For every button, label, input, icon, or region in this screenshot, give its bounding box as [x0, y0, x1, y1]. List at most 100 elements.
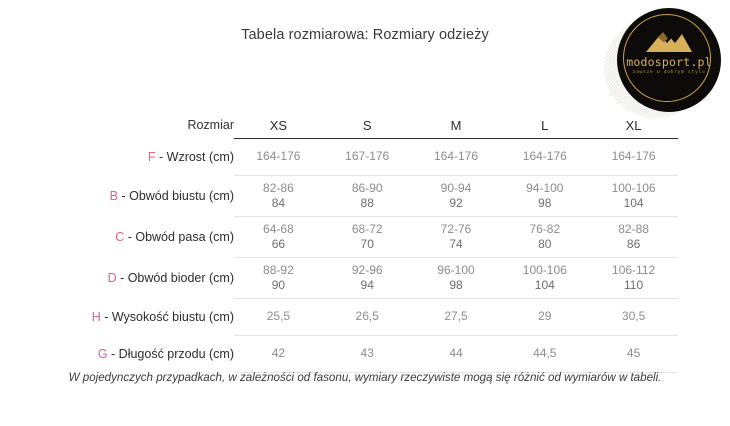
- cell-single: 98: [538, 196, 552, 210]
- table-body: F - Wzrost (cm) 164-176 167-176 164-176 …: [52, 138, 678, 373]
- row-label-text: - Obwód pasa (cm): [124, 230, 234, 244]
- cell-range: 88-92: [263, 262, 294, 277]
- row-label-text: - Obwód bioder (cm): [116, 271, 234, 285]
- logo-tagline: zawsze w dobrym stylu: [632, 70, 706, 75]
- table-row: F - Wzrost (cm) 164-176 167-176 164-176 …: [52, 138, 678, 176]
- cell-range: 106-112: [612, 262, 656, 277]
- cell-obwod-bioder-xs: 88-92 90: [234, 257, 323, 299]
- cell-wysokosc-biustu-xl: 30,5: [589, 298, 678, 336]
- cell-obwod-bioder-m: 96-100 98: [411, 257, 501, 299]
- column-header-l: L: [500, 112, 590, 139]
- column-header-s: S: [322, 112, 412, 139]
- cell-range: 68-72: [351, 221, 383, 236]
- cell-single: 92: [449, 196, 463, 210]
- logo-brand-name: modosport.pl: [626, 55, 712, 69]
- row-label-text: - Wysokość biustu (cm): [100, 310, 234, 324]
- row-key-letter: D: [107, 271, 117, 285]
- column-header-xl: XL: [589, 112, 678, 139]
- row-key-letter: F: [147, 150, 156, 164]
- cell-single: 66: [271, 237, 286, 251]
- row-label-obwod-biustu: B - Obwód biustu (cm): [52, 176, 234, 217]
- cell-single: 94: [360, 278, 374, 292]
- row-label-text: - Obwód biustu (cm): [117, 189, 234, 203]
- table-header-row: Rozmiar XS S M L XL: [52, 112, 678, 139]
- cell-obwod-biustu-m: 90-94 92: [411, 175, 501, 217]
- cell-obwod-pasa-xl: 82-88 86: [589, 216, 678, 258]
- logo-ring: [623, 14, 711, 102]
- cell-wzrost-l: 164-176: [500, 138, 590, 176]
- cell-obwod-biustu-s: 86-90 88: [322, 175, 412, 217]
- cell-range: 90-94: [440, 180, 472, 195]
- cell-range: 100-106: [522, 262, 567, 277]
- row-label-text: - Długość przodu (cm): [107, 347, 234, 361]
- table-row: D - Obwód bioder (cm) 88-92 90 92-96 94 96…: [52, 257, 678, 299]
- disclaimer-note: W pojedynczych przypadkach, w zależności…: [68, 371, 662, 384]
- cell-single: 104: [623, 196, 644, 210]
- table-row: B - Obwód biustu (cm) 82-86 84 86-90 88 90…: [52, 175, 678, 217]
- cell-range: 82-88: [618, 221, 649, 236]
- row-key-letter: G: [97, 347, 108, 361]
- cell-obwod-pasa-s: 68-72 70: [322, 216, 412, 258]
- cell-dlugosc-przodu-xl: 45: [589, 335, 678, 373]
- cell-single: 104: [534, 278, 555, 292]
- mountain-icon: [646, 32, 692, 52]
- cell-dlugosc-przodu-xs: 42: [234, 335, 323, 373]
- size-chart-table: Rozmiar XS S M L XL F - Wzrost (cm) 164-…: [52, 112, 678, 373]
- cell-range: 94-100: [526, 180, 564, 195]
- cell-wysokosc-biustu-l: 29: [500, 298, 590, 336]
- cell-wysokosc-biustu-xs: 25,5: [234, 298, 323, 336]
- cell-wzrost-xl: 164-176: [589, 138, 678, 176]
- row-key-letter: H: [91, 310, 101, 324]
- cell-obwod-pasa-xs: 64-68 66: [234, 216, 323, 258]
- cell-obwod-bioder-s: 92-96 94: [322, 257, 412, 299]
- column-header-m: M: [411, 112, 501, 139]
- cell-single: 86: [626, 237, 641, 251]
- cell-range: 100-106: [611, 180, 656, 195]
- cell-wzrost-m: 164-176: [411, 138, 501, 176]
- cell-range: 86-90: [351, 180, 383, 195]
- cell-wzrost-s: 167-176: [322, 138, 412, 176]
- cell-range: 82-86: [263, 180, 294, 195]
- cell-dlugosc-przodu-l: 44,5: [500, 335, 590, 373]
- cell-obwod-bioder-xl: 106-112 110: [589, 257, 678, 299]
- cell-single: 98: [449, 278, 463, 292]
- brand-logo: modosport.pl zawsze w dobrym stylu: [604, 8, 726, 120]
- cell-obwod-bioder-l: 100-106 104: [500, 257, 590, 299]
- cell-dlugosc-przodu-m: 44: [411, 335, 501, 373]
- row-key-letter: C: [115, 230, 125, 244]
- cell-obwod-pasa-l: 76-82 80: [500, 216, 590, 258]
- row-label-wysokosc-biustu: H - Wysokość biustu (cm): [52, 299, 234, 336]
- cell-obwod-biustu-xs: 82-86 84: [234, 175, 323, 217]
- table-row: C - Obwód pasa (cm) 64-68 66 68-72 70 72-7…: [52, 216, 678, 258]
- cell-wzrost-xs: 164-176: [234, 138, 323, 176]
- cell-range: 64-68: [263, 221, 294, 236]
- cell-obwod-biustu-xl: 100-106 104: [589, 175, 678, 217]
- row-label-dlugosc-przodu: G - Długość przodu (cm): [52, 336, 234, 373]
- cell-single: 84: [271, 196, 286, 210]
- cell-obwod-pasa-m: 72-76 74: [411, 216, 501, 258]
- table-header: Rozmiar XS S M L XL: [52, 112, 678, 139]
- cell-single: 70: [360, 237, 374, 251]
- row-label-obwod-bioder: D - Obwód bioder (cm): [52, 258, 234, 299]
- cell-wysokosc-biustu-m: 27,5: [411, 298, 501, 336]
- cell-single: 110: [624, 278, 644, 292]
- cell-dlugosc-przodu-s: 43: [322, 335, 412, 373]
- cell-single: 74: [449, 237, 463, 251]
- cell-range: 92-96: [351, 262, 383, 277]
- cell-single: 80: [538, 237, 552, 251]
- cell-range: 72-76: [440, 221, 472, 236]
- cell-range: 76-82: [529, 221, 561, 236]
- column-header-xs: XS: [234, 112, 323, 139]
- row-label-wzrost: F - Wzrost (cm): [52, 139, 234, 176]
- cell-single: 90: [271, 278, 286, 292]
- row-label-obwod-pasa: C - Obwód pasa (cm): [52, 217, 234, 258]
- column-header-rozmiar: Rozmiar: [187, 118, 234, 133]
- table-row: G - Długość przodu (cm) 42 43 44 44,5 45: [52, 335, 678, 373]
- cell-obwod-biustu-l: 94-100 98: [500, 175, 590, 217]
- page-title: Tabela rozmiarowa: Rozmiary odzieży: [241, 27, 489, 43]
- cell-range: 96-100: [437, 262, 475, 277]
- row-label-text: - Wzrost (cm): [155, 150, 234, 164]
- table-row: H - Wysokość biustu (cm) 25,5 26,5 27,5 …: [52, 298, 678, 336]
- cell-single: 88: [360, 196, 374, 210]
- logo-circle: modosport.pl zawsze w dobrym stylu: [617, 8, 721, 112]
